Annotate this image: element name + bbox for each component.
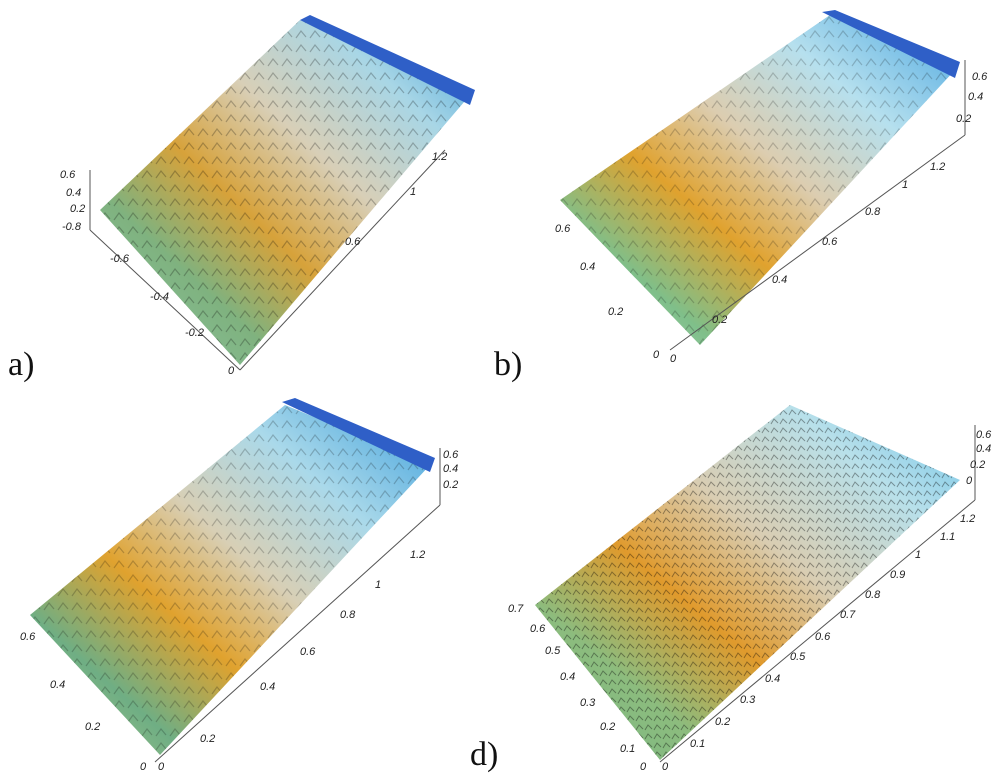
panel-label-d: d) [470, 736, 499, 773]
tick-x: -0.2 [185, 327, 204, 339]
tick-x: 0 [228, 365, 235, 377]
tick-y: 1 [902, 179, 908, 191]
tick-x: 0.4 [560, 671, 575, 683]
tick-y: 0.2 [712, 314, 727, 326]
tick-x: 0.6 [20, 631, 36, 643]
tick-y: 1.2 [432, 151, 447, 163]
tick-z: 0 [966, 475, 973, 487]
tick-z: 0.2 [70, 203, 85, 215]
tick-y: 0.6 [815, 631, 831, 643]
tick-z: 0.4 [66, 187, 81, 199]
tick-y: 0.4 [765, 673, 780, 685]
surface-plot-c [30, 398, 441, 763]
ticks-b: 0.6 0.4 0.2 0.6 0.4 0.2 0 0 0.2 0.4 0.6 … [555, 71, 988, 365]
tick-x: -0.6 [110, 253, 130, 265]
tick-z: 0.6 [972, 71, 988, 83]
ticks-c: 0.6 0.4 0.2 0.6 0.4 0.2 0 0 0.2 0.4 0.6 … [20, 449, 459, 773]
surface-plot-d [535, 405, 976, 763]
tick-y: 0.3 [740, 694, 756, 706]
tick-y: 0.2 [715, 716, 730, 728]
tick-x: 0.3 [580, 697, 596, 709]
tick-y: 1 [915, 549, 921, 561]
panel-label-b: b) [494, 346, 523, 383]
tick-x: 0 [653, 349, 660, 361]
tick-z: 0.6 [976, 429, 992, 441]
tick-x: 0.5 [545, 645, 561, 657]
tick-y: 1.2 [960, 513, 975, 525]
tick-x: 0.2 [85, 721, 100, 733]
tick-y: 0.1 [690, 738, 705, 750]
tick-y: 0.5 [790, 651, 806, 663]
tick-y: 0.8 [865, 206, 881, 218]
surface-plot-a [89, 15, 475, 371]
tick-y: 1.2 [410, 549, 425, 561]
tick-y: 0.8 [340, 609, 356, 621]
tick-x: -0.8 [62, 221, 82, 233]
tick-z: 0.2 [970, 459, 985, 471]
tick-y: 1 [410, 186, 416, 198]
tick-z: 0.6 [60, 169, 76, 181]
tick-y: 1 [375, 579, 381, 591]
tick-y: 0.4 [260, 681, 275, 693]
tick-x: -0.4 [150, 291, 169, 303]
tick-z: 0.2 [956, 113, 971, 125]
tick-y: 0.8 [865, 589, 881, 601]
tick-x: 0.4 [580, 261, 595, 273]
tick-y: 0.9 [890, 569, 905, 581]
wall-c [282, 398, 435, 472]
tick-y: 0 [158, 761, 165, 773]
tick-x: 0.2 [600, 721, 615, 733]
panel-d: 0.6 0.4 0.2 0 0.7 0.6 0.5 0.4 0.3 0.2 0.… [500, 390, 998, 773]
ticks-a: 0.6 0.4 0.2 -0.8 -0.6 -0.4 -0.2 0 0.6 1 … [60, 151, 447, 377]
tick-y: 1.1 [940, 531, 955, 543]
tick-x: 0.4 [50, 679, 65, 691]
tick-z: 0.4 [976, 443, 991, 455]
tick-y: 0 [670, 353, 677, 365]
ticks-d: 0.6 0.4 0.2 0 0.7 0.6 0.5 0.4 0.3 0.2 0.… [508, 429, 992, 773]
panel-b: 0.6 0.4 0.2 0.6 0.4 0.2 0 0 0.2 0.4 0.6 … [500, 0, 998, 385]
tick-x: 0.2 [608, 306, 623, 318]
tick-z: 0.4 [443, 463, 458, 475]
tick-x: 0.7 [508, 603, 524, 615]
tick-y: 0.4 [772, 274, 787, 286]
tick-y: 0.6 [300, 646, 316, 658]
tick-x: 0 [640, 761, 647, 773]
tick-x: 0.6 [530, 623, 546, 635]
tick-z: 0.4 [968, 91, 983, 103]
panel-c: 0.6 0.4 0.2 0.6 0.4 0.2 0 0 0.2 0.4 0.6 … [0, 390, 490, 773]
tick-x: 0.1 [620, 743, 635, 755]
tick-y: 1.2 [930, 161, 945, 173]
tick-x: 0.6 [555, 223, 571, 235]
wall-b [822, 10, 960, 78]
panel-label-a: a) [8, 346, 35, 383]
tick-z: 0.2 [443, 479, 458, 491]
tick-y: 0 [662, 761, 669, 773]
tick-y: 0.6 [345, 236, 361, 248]
tick-z: 0.6 [443, 449, 459, 461]
tick-y: 0.7 [840, 609, 856, 621]
tick-x: 0 [140, 761, 147, 773]
panel-a: 0.6 0.4 0.2 -0.8 -0.6 -0.4 -0.2 0 0.6 1 … [0, 0, 490, 385]
wall-a [300, 15, 475, 105]
tick-y: 0.6 [822, 236, 838, 248]
surface-plot-b [560, 10, 966, 351]
tick-y: 0.2 [200, 733, 215, 745]
